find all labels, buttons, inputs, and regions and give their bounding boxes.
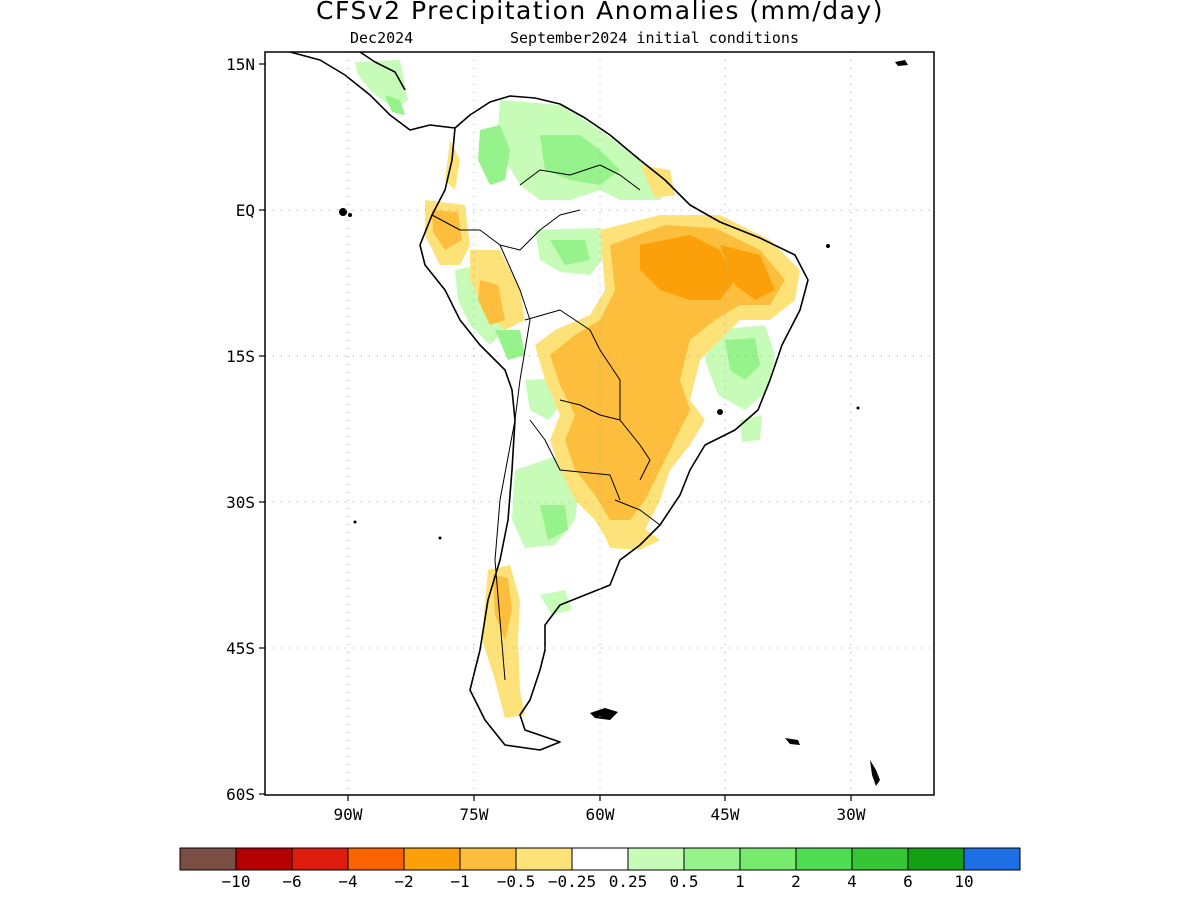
colorbar: [179, 847, 1021, 871]
colorbar-swatch: [403, 847, 461, 871]
colorbar-tick-label: 0.5: [670, 872, 699, 891]
lat-label-60s: 60S: [226, 785, 255, 804]
colorbar-swatch: [851, 847, 909, 871]
lon-label-75w: 75W: [460, 805, 489, 824]
colorbar-tick-label: 0.25: [609, 872, 648, 891]
subtitle-initial-conditions: September2024 initial conditions: [510, 29, 799, 47]
lon-label-45w: 45W: [711, 805, 740, 824]
lon-label-90w: 90W: [334, 805, 363, 824]
colorbar-swatch: [235, 847, 293, 871]
colorbar-tick-label: 4: [847, 872, 857, 891]
lat-label-15n: 15N: [226, 55, 255, 74]
colorbar-tick-label: 2: [791, 872, 801, 891]
colorbar-tick-label: 6: [903, 872, 913, 891]
islands: [339, 60, 908, 786]
colorbar-tick-label: −6: [282, 872, 301, 891]
colorbar-tick-label: −0.25: [548, 872, 596, 891]
colorbar-labels: −10 −6 −4 −2 −1 −0.5 −0.25 0.25 0.5 1 2 4 6 10: [222, 872, 974, 891]
lon-label-60w: 60W: [586, 805, 615, 824]
lon-label-30w: 30W: [837, 805, 866, 824]
colorbar-swatch: [963, 847, 1021, 871]
colorbar-swatch: [627, 847, 685, 871]
colorbar-tick-label: −1: [450, 872, 469, 891]
colorbar-tick-label: 10: [954, 872, 973, 891]
subtitle-valid-month: Dec2024: [350, 29, 414, 47]
colorbar-swatch: [571, 847, 629, 871]
colorbar-swatch: [795, 847, 853, 871]
colorbar-swatch: [683, 847, 741, 871]
chart-title: CFSv2 Precipitation Anomalies (mm/day): [316, 0, 884, 25]
colorbar-swatch: [739, 847, 797, 871]
lat-label-15s: 15S: [226, 347, 255, 366]
colorbar-swatch: [347, 847, 405, 871]
colorbar-tick-label: −4: [338, 872, 357, 891]
colorbar-swatch: [179, 847, 237, 871]
colorbar-tick-label: −0.5: [497, 872, 536, 891]
colorbar-swatch: [907, 847, 965, 871]
lat-axis: [259, 63, 265, 795]
lat-label-30s: 30S: [226, 493, 255, 512]
colorbar-tick-label: 1: [735, 872, 745, 891]
map-content: [265, 52, 934, 795]
colorbar-tick-label: −2: [394, 872, 413, 891]
wet-anomaly-areas: [355, 60, 775, 615]
dry-anomaly-areas: [425, 140, 800, 718]
lat-label-eq: EQ: [236, 201, 255, 220]
lat-label-45s: 45S: [226, 639, 255, 658]
colorbar-swatch: [515, 847, 573, 871]
colorbar-swatch: [291, 847, 349, 871]
colorbar-tick-label: −10: [222, 872, 251, 891]
colorbar-swatch: [459, 847, 517, 871]
lon-axis: [347, 795, 852, 801]
coastlines-and-borders: [289, 52, 809, 751]
